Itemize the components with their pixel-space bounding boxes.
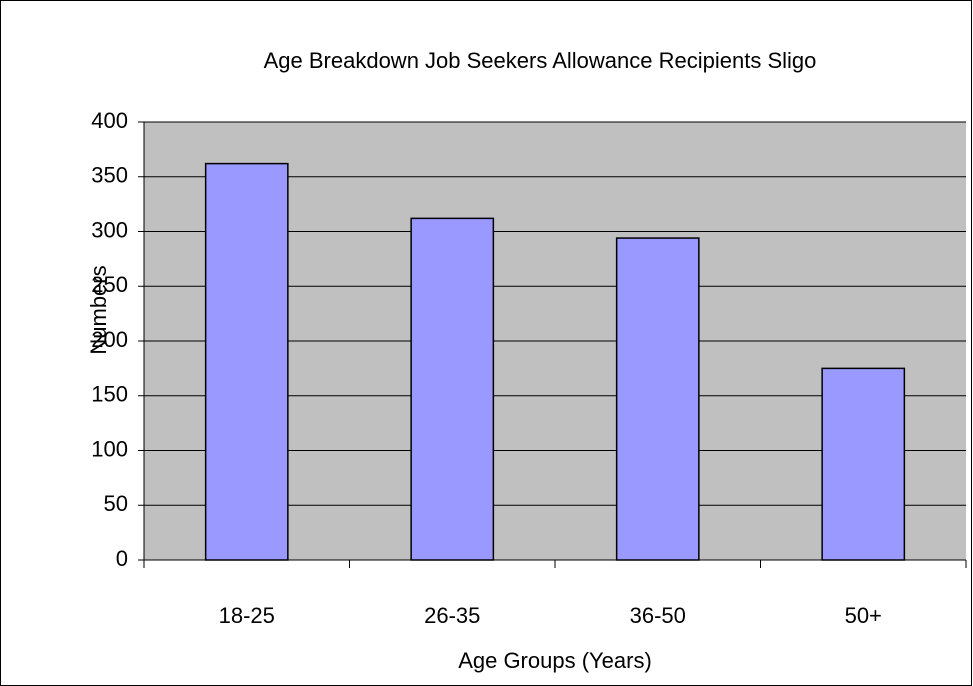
x-tick-label: 50+ — [845, 603, 882, 628]
x-tick-label: 26-35 — [424, 603, 480, 628]
y-tick-label: 350 — [91, 163, 128, 188]
x-axis-title: Age Groups (Years) — [458, 648, 652, 673]
bar — [615, 237, 700, 561]
y-tick-label: 400 — [91, 108, 128, 133]
bar — [204, 162, 289, 561]
bar — [410, 217, 495, 561]
y-tick-label: 150 — [91, 382, 128, 407]
y-axis-title: Numbers — [86, 265, 111, 354]
y-tick-label: 300 — [91, 217, 128, 242]
x-tick-label: 36-50 — [630, 603, 686, 628]
chart-title: Age Breakdown Job Seekers Allowance Reci… — [264, 48, 817, 73]
y-tick-label: 250 — [91, 272, 128, 297]
x-tick-label: 18-25 — [219, 603, 275, 628]
y-tick-label: 0 — [116, 546, 128, 571]
bar — [821, 367, 906, 561]
y-tick-label: 100 — [91, 436, 128, 461]
y-tick-label: 50 — [104, 491, 128, 516]
y-tick-label: 200 — [91, 327, 128, 352]
